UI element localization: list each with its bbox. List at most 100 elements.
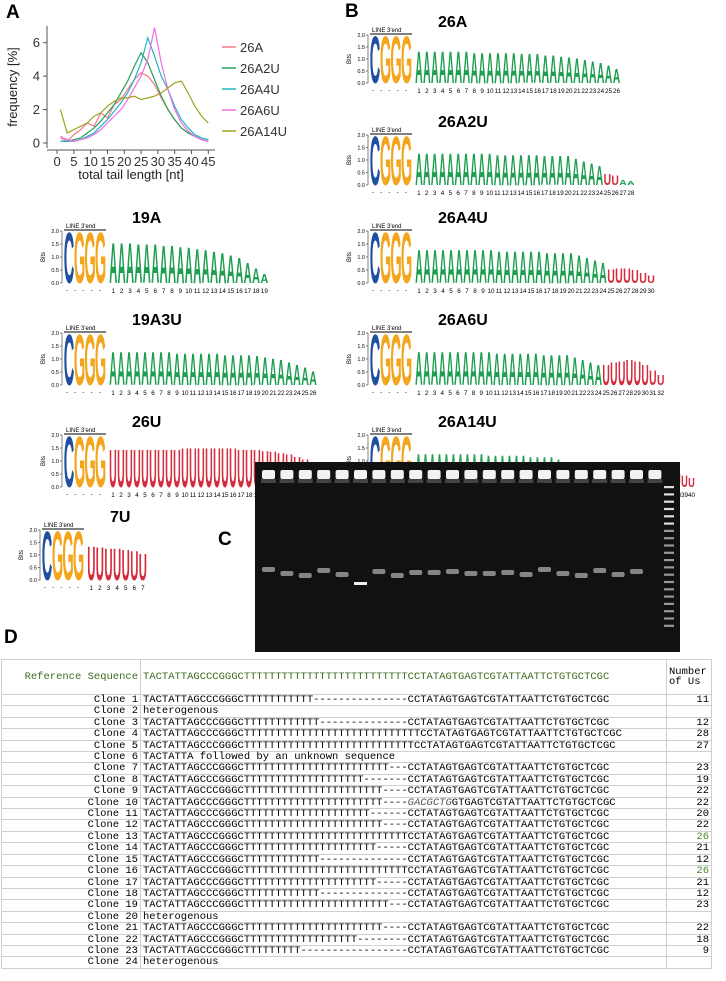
logo-letter: A [564,149,572,194]
logo-tick-label: 2.0 [357,331,365,337]
logo-letter: A [133,344,141,396]
gel-band [354,582,367,585]
prefix-dash: - [397,190,399,196]
prefix-dash: - [82,390,84,396]
position-label: 15 [221,390,229,397]
position-label: 26 [615,288,623,295]
clone-label: Clone 2 [93,705,138,718]
clone-label: Clone 9 [93,785,138,798]
position-label: 1 [417,288,421,295]
position-label: 23 [587,390,595,397]
logo-letter: A [431,344,438,396]
sequence-part: TACTATTAGCCCGGGCTTTTTTTTTTTTTTTTTTTTTTTT… [143,728,622,741]
position-label: 27 [623,288,631,295]
logo-letter: A [229,345,237,394]
line-end-label: LINE 3'end [66,428,96,434]
logo-letter: U [641,358,648,391]
clone-cell: Clone 16 [1,865,141,878]
logo-letter: U [221,437,229,500]
us-count: 22 [696,819,709,832]
sequence-part: TACTATTAGCCCGGGCTTTTTTTTTTTTTTTTTTTTTTT-… [143,762,610,775]
panel-label: D [4,627,18,648]
x-tick-label: 45 [201,154,215,169]
clone-label: Clone 12 [87,819,138,832]
sequence-cell: TACTATTAGCCCGGGCTTTTTTTTTTTTTTTTTTTTTTT-… [140,899,667,912]
logo-letter: G [95,423,106,503]
y-axis-label: frequency [%] [5,47,20,127]
gel-band [611,572,625,577]
gel-well-glow [389,479,405,483]
logo-letter: C [64,219,75,299]
logo-letter: A [141,344,149,396]
position-label: 17 [237,492,245,499]
prefix-dash: - [397,88,399,94]
position-label: 16 [534,88,542,95]
gel-well-glow [316,479,332,483]
gel-band [409,570,423,575]
logo-tick-label: 0.5 [357,171,365,177]
sequence-part: TACTATTAGCCCGGGCTTTTTTTTTTTTTTTTTTTTT---… [143,842,610,855]
gel-well [446,470,459,479]
sequence-part: TACTATTAGCCCGGGCTTTTTTTTTTTTTTTTTTTTTTTT… [143,865,610,878]
logo-letter: A [532,344,539,395]
logo-letter: A [541,149,549,194]
logo-letter: A [181,344,189,395]
clone-row: Clone 24 heterogenous [1,956,712,969]
clone-row: Clone 17 TACTATTAGCCCGGGCTTTTTTTTTTTTTTTT… [1,876,712,889]
clone-cell: Clone 24 [1,956,141,969]
gel-well [354,470,367,479]
logo-letter: A [533,145,540,195]
logo-letter: U [87,537,95,591]
position-label: 14 [519,288,527,295]
prefix-dash: - [380,390,382,396]
logo-letter: A [597,58,605,90]
position-label: 30 [647,288,655,295]
logo-letter: A [470,144,477,195]
position-label: 9 [480,190,484,197]
position-label: 12 [501,390,509,397]
prefix-dash: - [52,585,54,591]
logo-letter: A [439,144,446,195]
position-label: 19 [557,190,565,197]
logo-letter: A [205,344,213,395]
position-label: 14 [213,390,221,397]
position-label: 2 [425,288,429,295]
prefix-dash: - [388,88,390,94]
logo-letter: A [454,144,461,195]
ladder-band [664,544,674,547]
position-label: 5 [448,390,452,397]
logo-letter: U [604,171,611,189]
position-label: 24 [293,390,301,397]
position-label: 14 [517,390,525,397]
logo-letter: A [423,344,430,396]
ladder-band [664,624,674,627]
us-cell: 19 [666,773,712,787]
prefix-dash: - [99,390,101,396]
logo-letter: A [599,256,607,289]
gel-band [372,569,386,574]
position-label: 16 [236,288,244,295]
position-label: 17 [543,288,551,295]
position-label: 4 [441,190,445,197]
us-count: 12 [696,887,709,900]
logo-letter: G [380,123,391,201]
clone-label: Clone 13 [87,830,138,843]
logo-letter: U [626,352,633,393]
logo-letter: A [509,344,516,395]
ladder-band [664,486,674,489]
logo-letter: G [380,219,391,299]
position-label: 8 [167,390,171,397]
logo-letter: G [380,24,391,99]
us-count: 22 [696,796,709,809]
prefix-dash: - [388,190,390,196]
x-tick-label: 30 [151,154,165,169]
logo-letter: G [62,518,73,596]
us-cell: 23 [666,899,712,912]
position-label: 31 [649,390,657,397]
us-count: 21 [696,842,709,855]
sequence-cell: TACTATTAGCCCGGGCTTTTTTTTTTTTTTTTTTTTT---… [140,842,667,855]
sequence-cell: TACTATTAGCCCGGGCTTTTTTTTTTTTTTTTTTTTTTTT… [140,728,667,741]
logo-letter: A [301,363,309,392]
logo-letter: A [501,344,508,395]
logo-tick-label: 2.0 [357,133,365,139]
